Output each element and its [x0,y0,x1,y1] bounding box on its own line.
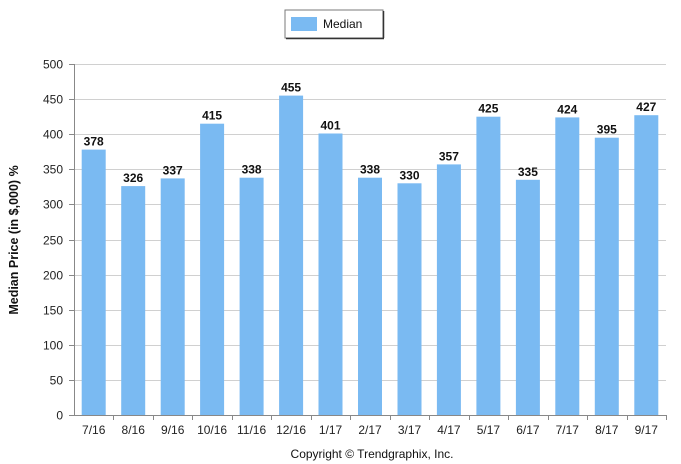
data-label: 326 [123,171,143,185]
y-tick-label: 300 [43,198,63,212]
data-label: 455 [281,81,301,95]
data-label: 395 [597,123,617,137]
data-labels: 378 326 337 415 338 455 401 338 330 357 425 335 424 3… [84,81,657,186]
x-tick-label: 11/16 [237,423,266,437]
bar-12-16 [279,95,304,415]
data-label: 335 [518,165,538,179]
bar-1-17 [318,133,343,415]
y-tick-label: 450 [43,93,63,107]
data-label: 330 [399,168,419,182]
x-tick-labels: 7/16 8/16 9/16 10/16 11/16 12/16 1/17 2/17 3/17 4… [82,423,658,437]
y-tick-labels: 0 50 100 150 200 250 300 350 400 450 500 [43,58,63,423]
bar-11-16 [239,177,264,415]
legend-label-median: Median [323,17,362,31]
bar-5-17 [476,116,501,415]
y-tick-label: 0 [56,409,63,423]
x-tick-label: 4/17 [437,423,461,437]
legend-swatch-median [291,17,317,31]
x-tick-label: 7/17 [556,423,580,437]
bar-3-17 [397,183,422,415]
bar-9-16 [160,178,185,415]
bar-8-16 [121,186,146,415]
data-label: 427 [636,100,656,114]
x-tick-label: 12/16 [276,423,306,437]
data-label: 357 [439,149,459,163]
axes [69,64,667,420]
y-axis-title: Median Price (in $,000) % [7,165,21,314]
x-tick-label: 3/17 [398,423,422,437]
y-tick-label: 400 [43,128,63,142]
y-tick-label: 350 [43,163,63,177]
bars [81,95,659,416]
x-tick-label: 9/17 [635,423,659,437]
x-tick-label: 5/17 [477,423,501,437]
data-label: 338 [242,163,262,177]
bar-6-17 [515,179,540,415]
y-tick-label: 500 [43,58,63,72]
x-tick-label: 9/16 [161,423,185,437]
copyright-text: Copyright © Trendgraphix, Inc. [291,447,454,461]
y-tick-label: 150 [43,304,63,318]
x-tick-label: 8/17 [595,423,619,437]
data-label: 338 [360,163,380,177]
bar-7-16 [81,149,106,415]
y-tick-label: 50 [50,374,64,388]
x-tick-label: 2/17 [358,423,382,437]
data-label: 337 [163,163,183,177]
bar-2-17 [358,177,382,415]
data-label: 424 [557,102,577,116]
data-label: 401 [320,119,340,133]
data-label: 415 [202,109,222,123]
x-tick-label: 8/16 [122,423,146,437]
bar-9-17 [634,115,659,415]
y-tick-label: 250 [43,234,63,248]
data-label: 378 [84,135,104,149]
y-tick-label: 100 [43,339,63,353]
data-label: 425 [478,102,498,116]
bar-8-17 [594,137,619,415]
bar-4-17 [436,164,461,415]
x-tick-label: 10/16 [197,423,227,437]
x-tick-label: 7/16 [82,423,106,437]
bar-7-17 [555,117,580,416]
y-tick-label: 200 [43,269,63,283]
legend: Median [284,9,385,40]
x-tick-label: 1/17 [319,423,343,437]
bar-10-16 [200,123,225,415]
x-tick-label: 6/17 [516,423,540,437]
